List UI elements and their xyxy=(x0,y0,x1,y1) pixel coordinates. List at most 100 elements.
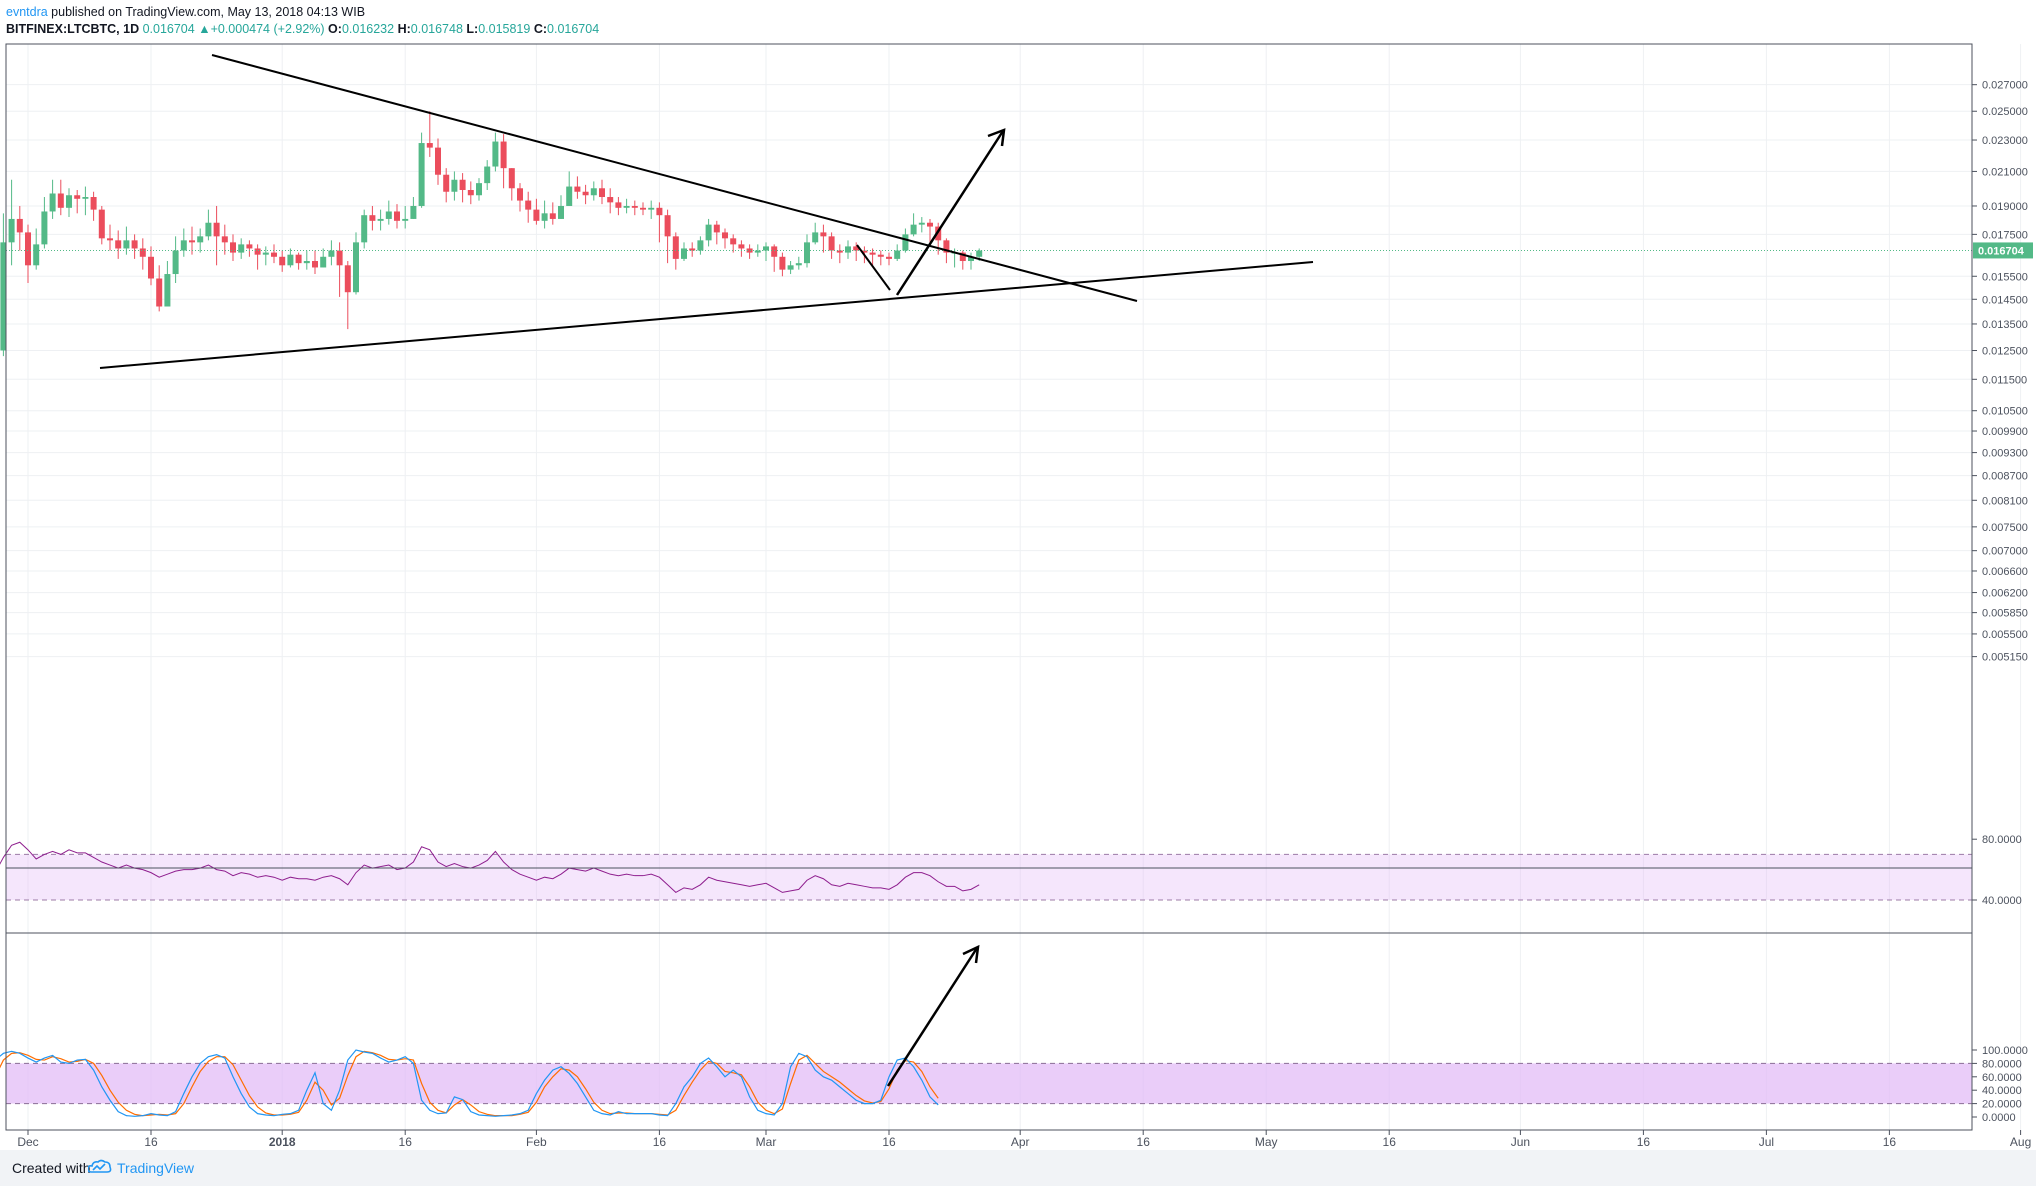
price-tick-label: 0.014500 xyxy=(1982,294,2028,306)
time-tick-label: Jun xyxy=(1511,1135,1530,1149)
candle-body xyxy=(230,242,236,253)
candle-body xyxy=(779,256,786,270)
stoch-tick-label: 100.0000 xyxy=(1982,1045,2028,1057)
candle-body xyxy=(959,252,966,262)
candle-body xyxy=(0,242,7,351)
candle-body xyxy=(705,224,712,241)
candle-body xyxy=(812,232,819,243)
candle-body xyxy=(566,186,573,206)
candle-body xyxy=(508,168,515,189)
breakout-arrow xyxy=(895,130,1005,296)
price-tick-label: 0.009900 xyxy=(1982,426,2028,438)
candle-body xyxy=(98,209,105,239)
price-tick-label: 0.015500 xyxy=(1982,271,2028,283)
close-value: 0.016704 xyxy=(547,22,600,36)
candle-body xyxy=(722,232,728,239)
price-tick-label: 0.005850 xyxy=(1982,608,2028,620)
price-tick-label: 0.011500 xyxy=(1982,374,2027,386)
candle-body xyxy=(41,211,48,245)
candle-body xyxy=(320,256,327,268)
candle-body xyxy=(197,236,204,243)
trendline-drawings[interactable] xyxy=(99,54,1314,1087)
price-tick-label: 0.017500 xyxy=(1982,229,2028,241)
candle-body xyxy=(886,256,892,259)
candle-body xyxy=(16,218,23,233)
candle-body xyxy=(828,236,835,251)
candle-body xyxy=(656,207,663,216)
candle-body xyxy=(172,250,179,275)
stoch-band xyxy=(6,1063,1972,1104)
candle-body xyxy=(402,218,409,221)
price-tick-label: 0.005150 xyxy=(1982,652,2028,664)
ascending-trendline xyxy=(99,261,1314,369)
price-tick-label: 0.007000 xyxy=(1982,546,2028,558)
author-link[interactable]: evntdra xyxy=(6,5,48,19)
candle-body xyxy=(582,191,589,196)
candle-body xyxy=(681,248,687,259)
candle-body xyxy=(918,222,925,225)
last-price: 0.016704 xyxy=(142,22,195,36)
time-axis: Dec 16 2018 16 Feb 16 Mar 16 Apr 16 May 16 Jun 16 Jul 1… xyxy=(17,1130,2031,1149)
candle-body xyxy=(763,246,769,251)
tradingview-brand-link[interactable]: TradingView xyxy=(117,1160,195,1176)
last-price-tag xyxy=(1973,242,2033,259)
chart-canvas[interactable]: 0.027000 0.025000 0.023000 0.021000 0.019000… xyxy=(0,0,2036,1150)
candle-body xyxy=(271,252,277,257)
candle-body xyxy=(148,256,154,279)
price-tick-label: 0.023000 xyxy=(1982,135,2028,147)
price-tick-label: 0.027000 xyxy=(1982,80,2028,92)
candle-body xyxy=(648,207,655,210)
rsi-band xyxy=(6,854,1972,900)
rsi-line xyxy=(0,841,980,894)
high-label: H: xyxy=(397,22,411,36)
candle-body xyxy=(853,246,860,251)
candle-body xyxy=(615,202,622,208)
candle-body xyxy=(410,205,417,219)
candle-body xyxy=(139,248,146,257)
candle-body xyxy=(672,236,679,259)
candle-body xyxy=(943,240,950,253)
price-change: +0.000474 (+2.92%) xyxy=(210,22,325,36)
candle-body xyxy=(771,246,778,257)
candlestick-series xyxy=(0,111,1972,357)
time-tick-label: 16 xyxy=(882,1135,896,1149)
candle-body xyxy=(25,232,31,266)
descending-trendline xyxy=(211,54,1138,302)
candle-body xyxy=(451,179,458,192)
grid xyxy=(6,44,2022,1130)
candle-body xyxy=(492,141,499,167)
candle-body xyxy=(804,242,810,264)
candle-body xyxy=(377,218,384,221)
arrow-head-icon xyxy=(962,944,980,964)
candle-body xyxy=(57,193,64,208)
publish-info: published on TradingView.com, May 13, 20… xyxy=(47,5,366,19)
price-tick-label: 0.025000 xyxy=(1982,106,2028,118)
candle-body xyxy=(549,213,556,219)
candle-body xyxy=(820,232,827,237)
candle-body xyxy=(82,197,89,199)
candle-body xyxy=(74,195,81,199)
price-tick-label: 0.012500 xyxy=(1982,346,2028,358)
candle-body xyxy=(869,252,876,255)
price-tick-label: 0.010500 xyxy=(1982,406,2028,418)
candle-body xyxy=(66,195,72,208)
candle-body xyxy=(533,209,540,221)
stoch-k-line xyxy=(0,1049,939,1117)
rsi-tick-label: 40.0000 xyxy=(1982,895,2022,907)
candle-body xyxy=(910,224,917,235)
candle-body xyxy=(115,240,122,249)
candle-body xyxy=(459,179,466,191)
candle-body xyxy=(976,250,983,257)
price-tick-label: 0.008700 xyxy=(1982,471,2028,483)
time-tick-label: 16 xyxy=(1137,1135,1151,1149)
candle-body xyxy=(484,166,491,184)
low-value: 0.015819 xyxy=(478,22,531,36)
candle-body xyxy=(221,236,228,243)
candle-body xyxy=(500,141,507,169)
open-label: O: xyxy=(328,22,342,36)
candle-body xyxy=(525,200,532,210)
candle-body xyxy=(49,193,56,212)
candle-body xyxy=(795,263,802,266)
price-tick-label: 0.005500 xyxy=(1982,629,2028,641)
